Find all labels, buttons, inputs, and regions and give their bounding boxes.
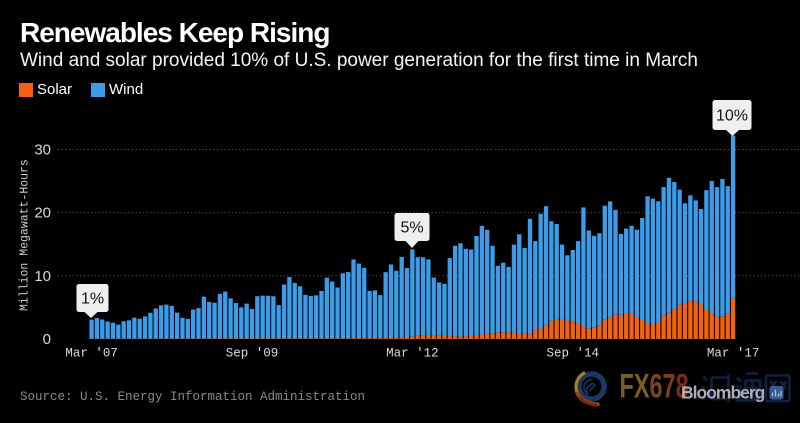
svg-text:FX678: FX678 bbox=[620, 367, 689, 406]
svg-text:30: 30 bbox=[34, 142, 51, 159]
svg-text:Sep '09: Sep '09 bbox=[226, 347, 279, 361]
svg-text:Sep '14: Sep '14 bbox=[546, 347, 599, 361]
svg-text:Mar '12: Mar '12 bbox=[386, 347, 439, 361]
svg-text:Mar '07: Mar '07 bbox=[65, 347, 118, 361]
svg-text:10%: 10% bbox=[716, 108, 748, 125]
svg-text:5%: 5% bbox=[400, 220, 423, 237]
svg-text:10: 10 bbox=[34, 268, 51, 285]
svg-text:Million Megawatt-Hours: Million Megawatt-Hours bbox=[19, 159, 32, 311]
svg-text:Bloomberg: Bloomberg bbox=[681, 383, 765, 403]
svg-text:0: 0 bbox=[43, 331, 51, 348]
svg-text:20: 20 bbox=[34, 205, 51, 222]
svg-text:Mar '17: Mar '17 bbox=[707, 347, 760, 361]
svg-text:1%: 1% bbox=[81, 291, 104, 308]
